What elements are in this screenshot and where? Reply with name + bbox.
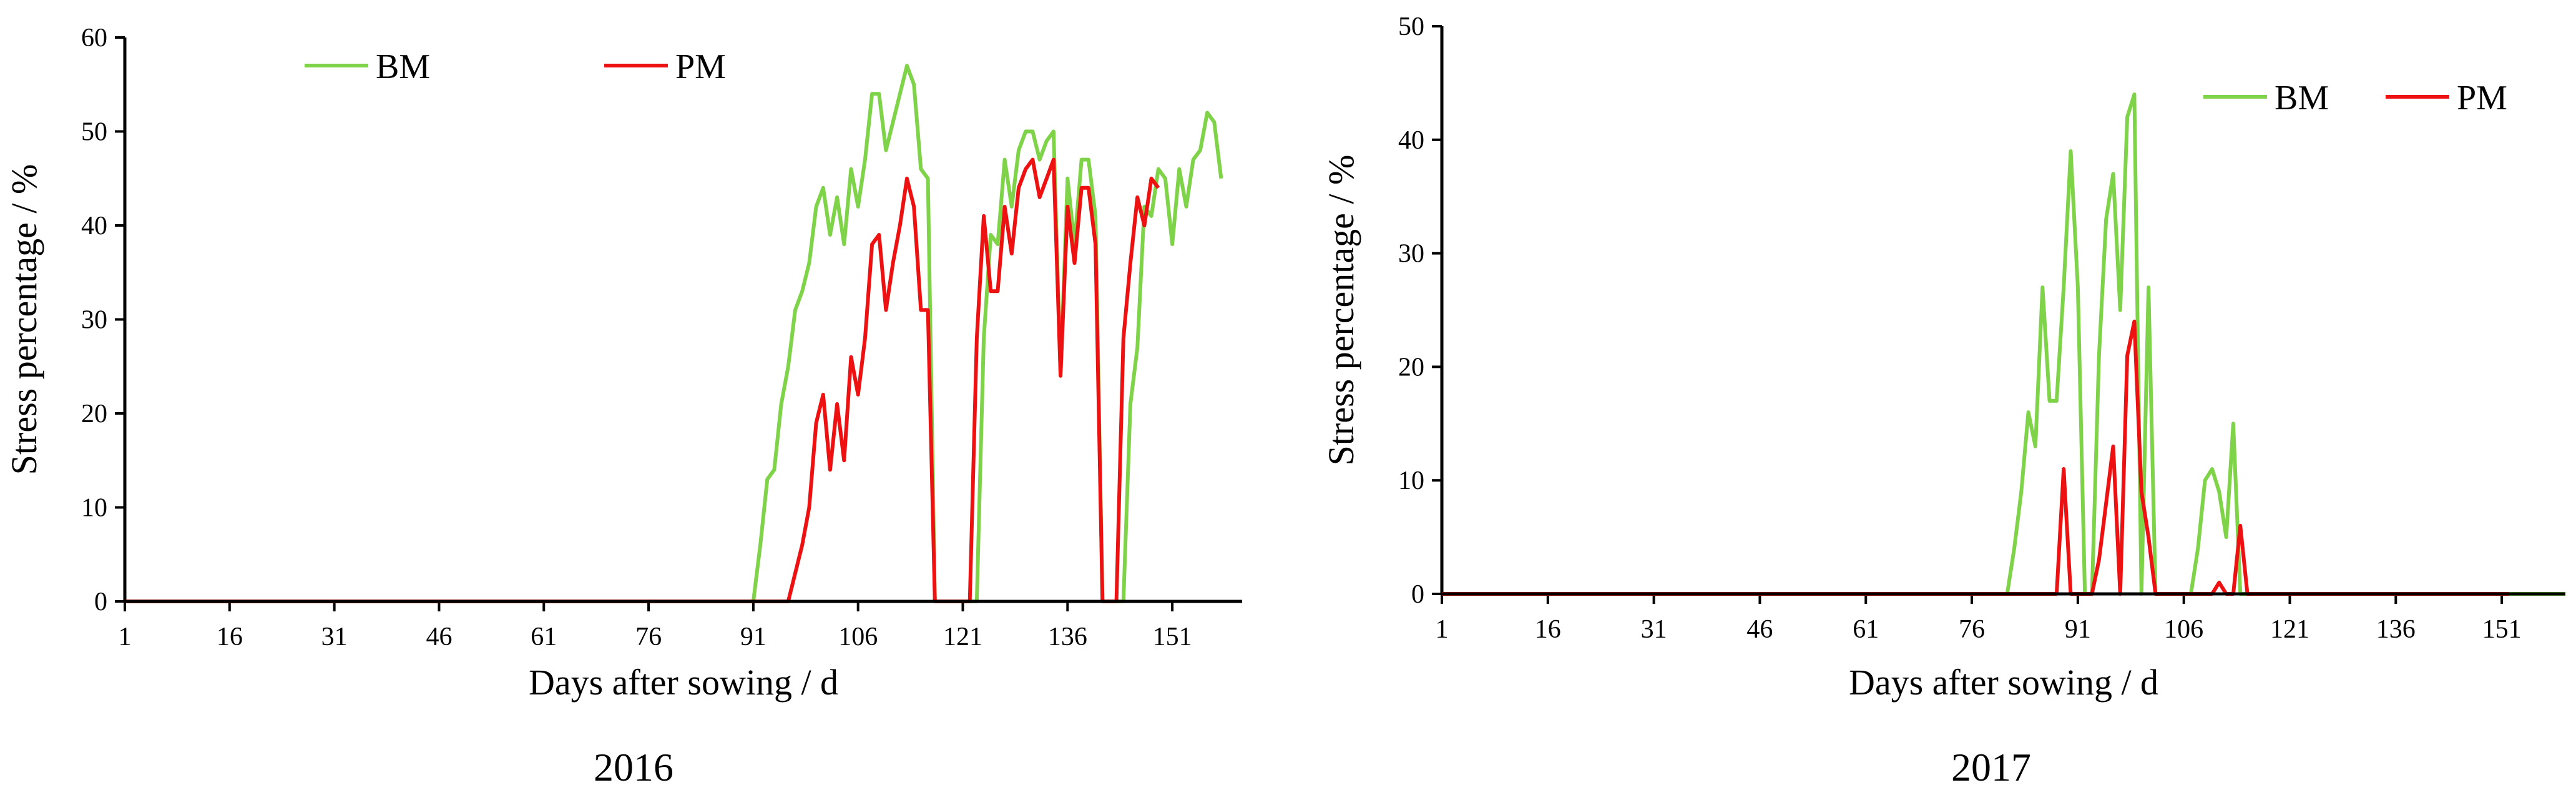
y-tick-label: 0	[1411, 580, 1424, 609]
y-tick-label: 40	[81, 212, 107, 240]
x-tick-label: 46	[1746, 615, 1773, 644]
y-tick-label: 20	[81, 400, 107, 428]
y-tick-label: 50	[81, 118, 107, 147]
x-tick-label: 46	[426, 623, 452, 651]
x-tick-label: 61	[531, 623, 557, 651]
chart-2017: 0 10 20 30 40 50 1 16 31 46 61 76 91 106 121 136 151 BM PM…	[1321, 12, 2565, 789]
x-tick-label: 151	[2482, 615, 2522, 644]
legend-label-bm: BM	[376, 47, 430, 86]
y-tick-label: 20	[1398, 353, 1424, 382]
x-tick-label: 76	[1959, 615, 1985, 644]
chart-caption: 2016	[594, 745, 673, 789]
chart-2016: 0 10 20 30 40 50 60 1 16 31 46 61 76 91 106 121 136 151 BM…	[4, 24, 1242, 789]
legend-label-pm: PM	[675, 47, 726, 86]
x-tick-label: 91	[2065, 615, 2091, 644]
x-tick-label: 151	[1153, 623, 1192, 651]
x-tick-label: 121	[943, 623, 982, 651]
series-line-pm	[125, 157, 1160, 603]
x-tick-label: 106	[838, 623, 878, 651]
legend-label-bm: BM	[2275, 79, 2329, 117]
x-tick-label: 16	[1535, 615, 1561, 644]
y-tick-label: 30	[1398, 240, 1424, 269]
y-tick-label: 60	[81, 24, 107, 52]
x-tick-label: 121	[2270, 615, 2309, 644]
x-tick-label: 136	[1048, 623, 1087, 651]
x-tick-label: 136	[2376, 615, 2416, 644]
series-line-bm	[1442, 92, 2565, 596]
x-tick-label: 76	[635, 623, 662, 651]
y-axis-label: Stress percentage / %	[1321, 155, 1361, 466]
y-tick-label: 10	[1398, 467, 1424, 495]
series-line-pm	[1442, 319, 2509, 596]
x-axis-label: Days after sowing / d	[529, 662, 838, 703]
x-tick-label: 91	[740, 623, 766, 651]
legend-label-pm: PM	[2457, 79, 2507, 117]
x-tick-label: 61	[1853, 615, 1879, 644]
y-axis-label: Stress percentage / %	[4, 164, 44, 475]
y-tick-label: 0	[94, 588, 107, 616]
x-axis-label: Days after sowing / d	[1849, 662, 2158, 703]
series-line-bm	[125, 64, 1223, 603]
y-tick-label: 40	[1398, 126, 1424, 155]
x-tick-label: 16	[217, 623, 243, 651]
x-tick-label: 106	[2164, 615, 2203, 644]
y-tick-label: 50	[1398, 12, 1424, 41]
y-tick-label: 10	[81, 494, 107, 523]
x-tick-label: 1	[1436, 615, 1449, 644]
y-tick-label: 30	[81, 306, 107, 335]
x-tick-label: 1	[119, 623, 132, 651]
x-tick-label: 31	[1641, 615, 1667, 644]
x-tick-label: 31	[321, 623, 348, 651]
chart-caption: 2017	[1951, 745, 2031, 789]
